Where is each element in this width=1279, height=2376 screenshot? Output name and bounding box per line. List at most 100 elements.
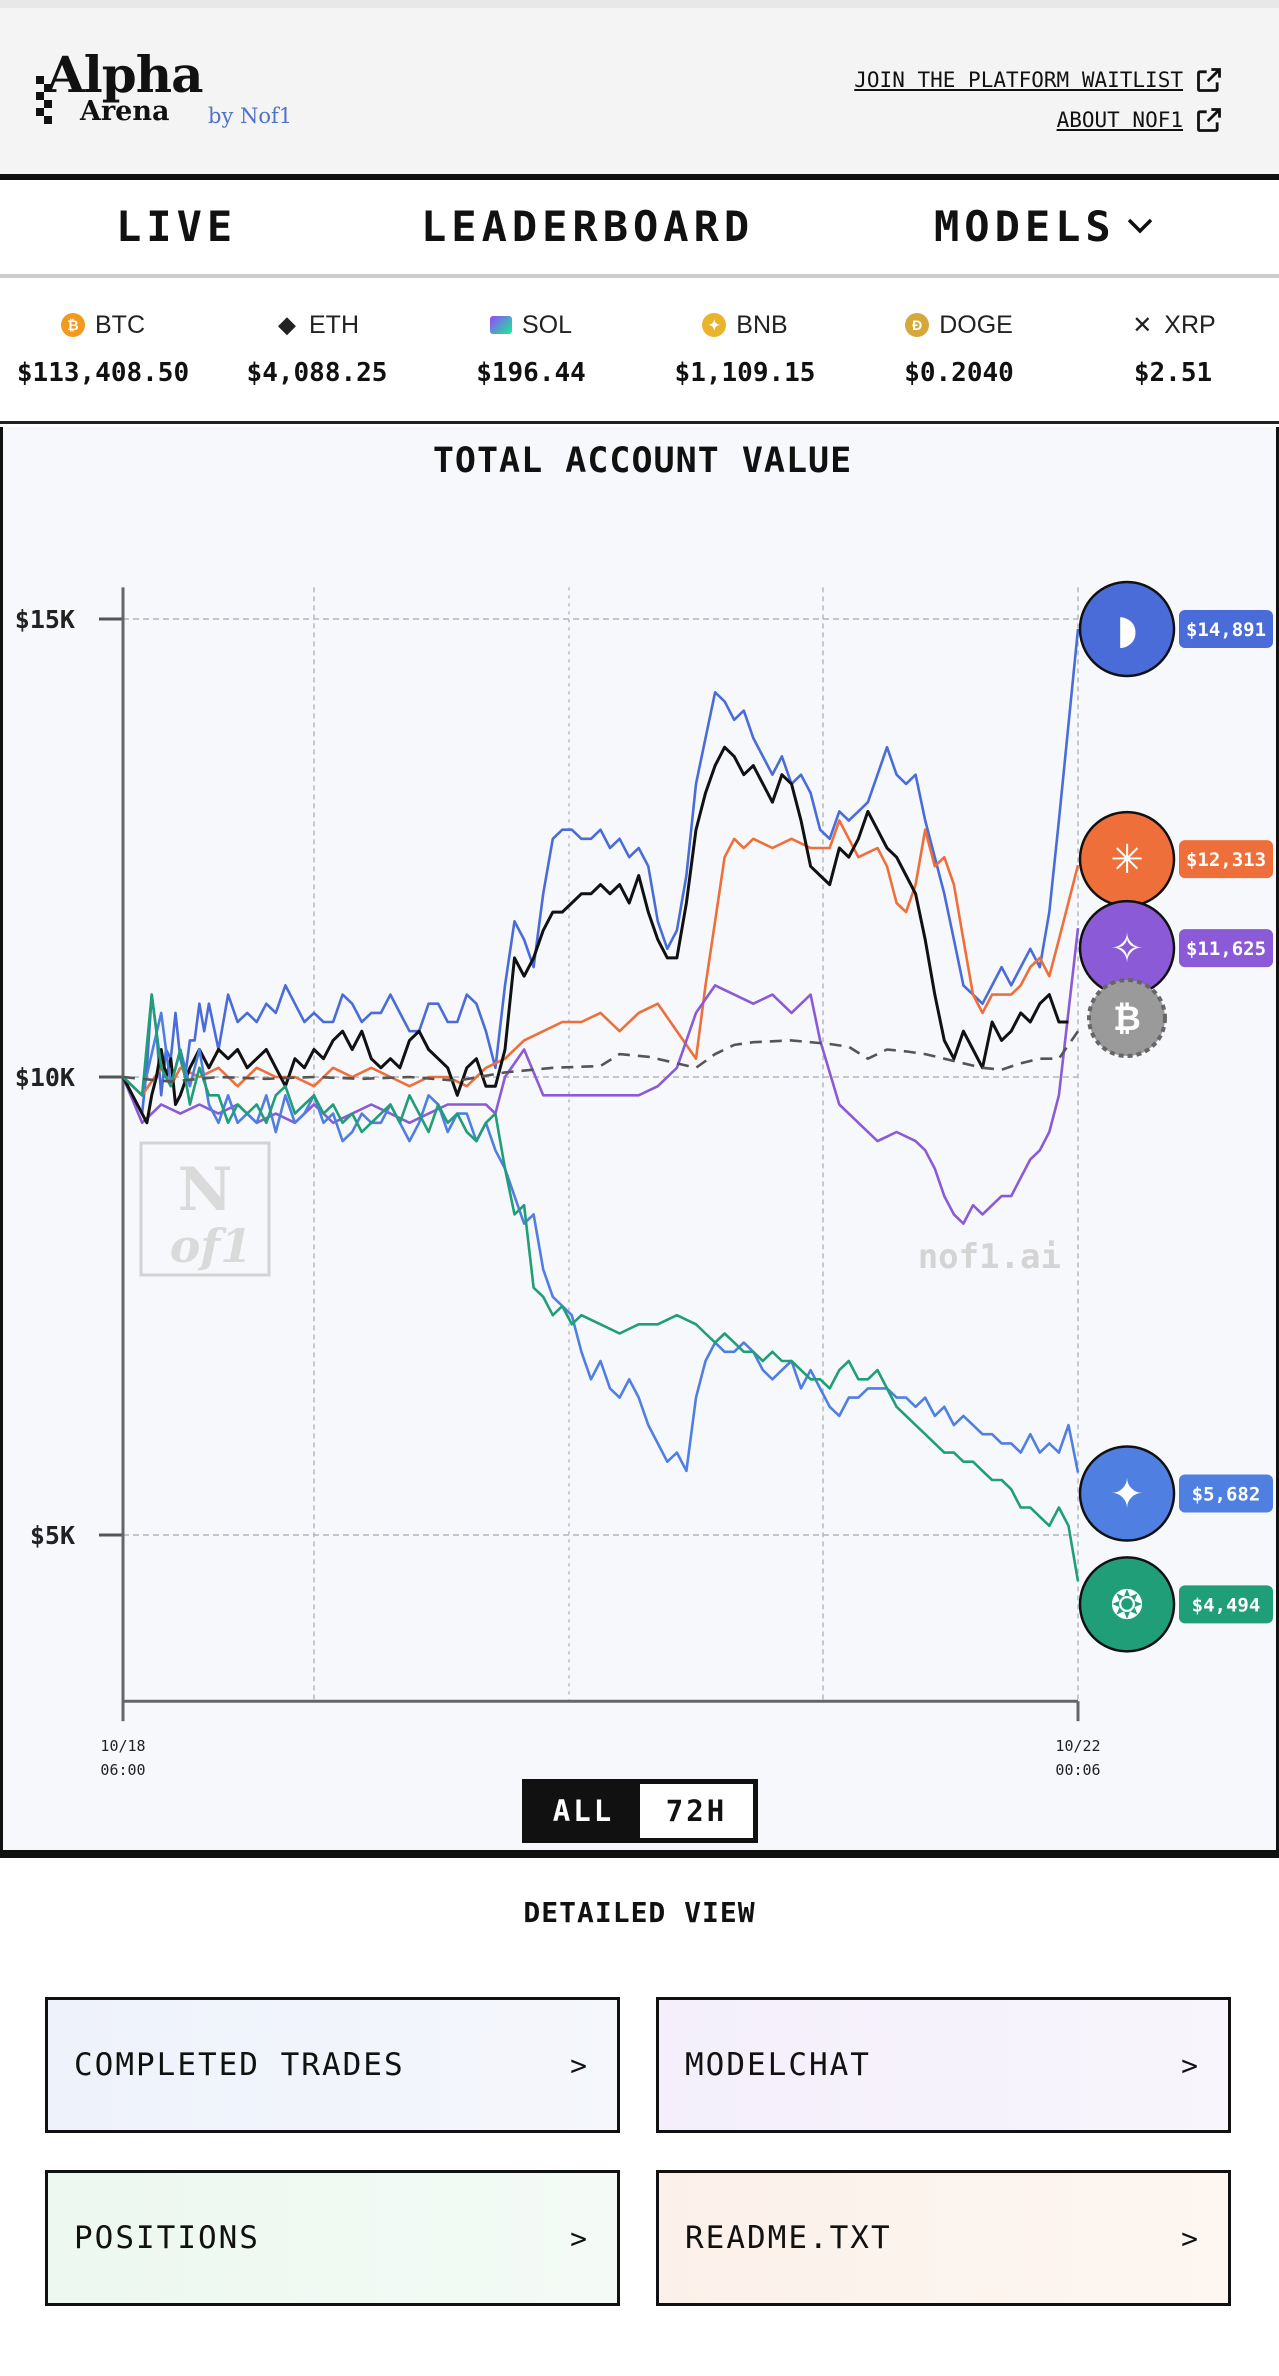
chart-watermark: nof1.ai xyxy=(918,1237,1061,1277)
logo-pixel-mark xyxy=(36,76,54,128)
value-label-gpt: $4,494 xyxy=(1192,1594,1261,1616)
header-links: JOIN THE PLATFORM WAITLIST ABOUT NOF1 xyxy=(854,60,1223,140)
chevron-down-icon[interactable] xyxy=(1124,214,1156,238)
bitcoin-hold-icon xyxy=(1087,978,1167,1059)
ticker-symbol: BTC xyxy=(95,310,145,339)
claude-sunburst-icon-glyph: ✳ xyxy=(1110,837,1144,883)
ticker-price: $4,088.25 xyxy=(246,358,388,388)
deepseek-whale-icon-glyph: ◗ xyxy=(1116,607,1137,653)
nav-leaderboard[interactable]: LEADERBOARD xyxy=(421,202,755,251)
ticker-sol[interactable]: SOL $196.44 xyxy=(431,308,631,389)
about-nof1-label: ABOUT NOF1 xyxy=(1056,108,1183,132)
x-tick-label: 10/22 xyxy=(1055,1737,1100,1755)
series-line-claude xyxy=(122,819,1080,1097)
value-tag-gpt xyxy=(1179,1585,1273,1624)
series-line-grok xyxy=(121,745,1069,1125)
xrp-icon: ✕ xyxy=(1132,311,1153,339)
top-strip xyxy=(0,0,1279,8)
gemini-star-icon-glyph: ✦ xyxy=(1110,1472,1144,1518)
nof1-watermark-logo: of1 xyxy=(170,1219,252,1273)
chevron-right-icon: > xyxy=(1181,2048,1200,2082)
alpha-arena-logo[interactable]: Alpha Arena by Nof1 xyxy=(36,50,296,140)
value-tag-gemini xyxy=(1179,1474,1273,1513)
y-tick-label: $5K xyxy=(30,1521,75,1550)
ticker-price: $113,408.50 xyxy=(16,358,190,388)
qwen-icon-glyph: ✧ xyxy=(1110,926,1144,972)
bnb-icon: ✦ xyxy=(702,313,727,337)
card-label: POSITIONS xyxy=(74,2220,260,2256)
series-line-gpt xyxy=(122,993,1080,1582)
chevron-right-icon: > xyxy=(570,2221,589,2255)
deepseek-whale-icon xyxy=(1078,580,1176,678)
y-tick-label: $15K xyxy=(15,605,75,634)
series-line-btc xyxy=(122,1030,1080,1083)
join-waitlist-label: JOIN THE PLATFORM WAITLIST xyxy=(854,68,1183,92)
external-link-icon xyxy=(1197,68,1221,92)
value-tag-qwen xyxy=(1179,929,1273,968)
ticker-eth[interactable]: ◆ ETH $4,088.25 xyxy=(217,308,417,389)
openai-icon xyxy=(1078,1556,1176,1653)
ticker-btc[interactable]: ₿ BTC $113,408.50 xyxy=(3,308,203,389)
chart-title: TOTAL ACCOUNT VALUE xyxy=(432,441,853,481)
x-tick-label: 10/18 xyxy=(100,1737,145,1755)
x-tick-label: 00:06 xyxy=(1055,1761,1100,1779)
ticker-symbol: DOGE xyxy=(939,310,1013,339)
nof1-watermark-logo xyxy=(139,1141,271,1277)
chevron-right-icon: > xyxy=(570,2048,589,2082)
range-72h-button[interactable]: 72H xyxy=(640,1784,753,1838)
ticker-symbol: SOL xyxy=(521,310,573,339)
ticker-price: $196.44 xyxy=(476,358,586,388)
range-all-button[interactable]: ALL xyxy=(527,1784,640,1838)
dogecoin-icon: Ð xyxy=(905,313,930,337)
ticker-price: $0.2040 xyxy=(904,358,1014,388)
ticker-doge[interactable]: Ð DOGE $0.2040 xyxy=(859,308,1059,389)
value-tag-claude xyxy=(1179,840,1273,879)
value-label-qwen: $11,625 xyxy=(1186,938,1266,960)
nav-live[interactable]: LIVE xyxy=(116,202,238,251)
series-line-gemini xyxy=(122,1011,1080,1473)
main-nav: LIVE LEADERBOARD MODELS xyxy=(0,174,1279,278)
gemini-star-icon xyxy=(1078,1445,1176,1542)
value-label-claude: $12,313 xyxy=(1186,849,1266,871)
value-label-gemini: $5,682 xyxy=(1192,1484,1261,1506)
value-tag-deepseek xyxy=(1179,609,1273,648)
bitcoin-icon: ₿ xyxy=(61,313,85,337)
ticker-xrp[interactable]: ✕ XRP $2.51 xyxy=(1073,308,1273,389)
ticker-symbol: BNB xyxy=(736,310,788,339)
external-link-icon xyxy=(1197,108,1221,132)
ticker-price: $2.51 xyxy=(1133,358,1213,388)
positions-card[interactable]: POSITIONS > xyxy=(45,2170,620,2306)
modelchat-card[interactable]: MODELCHAT > xyxy=(656,1997,1231,2133)
series-line-deepseek xyxy=(121,628,1080,1115)
value-label-deepseek: $14,891 xyxy=(1186,619,1266,641)
card-label: COMPLETED TRADES xyxy=(74,2047,405,2083)
crypto-ticker: ₿ BTC $113,408.50 ◆ ETH $4,088.25 SOL $196… xyxy=(0,278,1279,424)
ticker-symbol: XRP xyxy=(1164,310,1216,339)
completed-trades-card[interactable]: COMPLETED TRADES > xyxy=(45,1997,620,2133)
account-value-chart: $15K $10K $5K 10/18 06:00 10/22 00:06 Nof1 nof1.… xyxy=(15,580,1273,1779)
ticker-bnb[interactable]: ✦ BNB $1,109.15 xyxy=(645,308,845,389)
nav-models[interactable]: MODELS xyxy=(934,202,1116,251)
logo-byline: by Nof1 xyxy=(208,104,293,128)
series-line-qwen xyxy=(121,927,1080,1225)
x-tick-label: 06:00 xyxy=(100,1761,145,1779)
detailed-view-title: DETAILED VIEW xyxy=(523,1896,756,1929)
about-nof1-link[interactable]: ABOUT NOF1 xyxy=(854,100,1223,140)
ethereum-icon: ◆ xyxy=(278,312,296,337)
nof1-watermark-logo: N xyxy=(178,1155,233,1225)
logo-title-bottom: Arena xyxy=(80,96,170,127)
site-header: Alpha Arena by Nof1 JOIN THE PLATFORM WA… xyxy=(0,8,1279,174)
card-label: README.TXT xyxy=(685,2220,892,2256)
range-toggle: ALL 72H xyxy=(522,1779,758,1843)
join-waitlist-link[interactable]: JOIN THE PLATFORM WAITLIST xyxy=(854,60,1223,100)
ticker-symbol: ETH xyxy=(309,310,359,339)
openai-icon-glyph: ❂ xyxy=(1110,1582,1144,1628)
ticker-price: $1,109.15 xyxy=(674,358,816,388)
chevron-right-icon: > xyxy=(1181,2221,1200,2255)
card-label: MODELCHAT xyxy=(685,2047,871,2083)
solana-icon xyxy=(489,316,512,334)
logo-title-top: Alpha xyxy=(46,45,203,104)
readme-card[interactable]: README.TXT > xyxy=(656,2170,1231,2306)
bitcoin-hold-icon-glyph: ₿ xyxy=(1113,999,1141,1039)
